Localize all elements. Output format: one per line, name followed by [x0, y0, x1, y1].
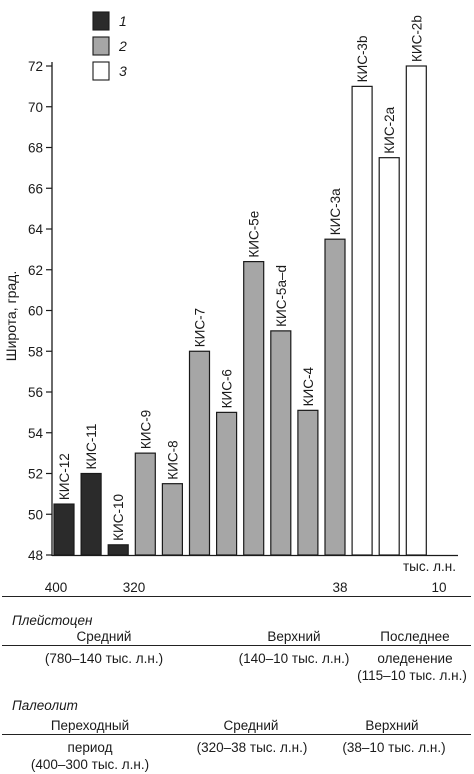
time-tick-10: 10: [425, 580, 453, 596]
pleistocene-middle-range: (780–140 тыс. л.н.): [44, 651, 164, 666]
bar-label-КИС-5a–d: КИС-5a–d: [274, 265, 289, 327]
y-tick-label-66: 66: [28, 181, 43, 196]
y-tick-label-60: 60: [28, 304, 43, 319]
paleolithic-middle-name: Средний: [214, 718, 288, 734]
pleistocene-upper-name: Верхний: [256, 629, 332, 645]
bar-КИС-8: [161, 483, 183, 556]
pleistocene-last-glacial-range: (115–10 тыс. л.н.): [357, 668, 467, 683]
pleistocene-title: Плейстоцен: [12, 613, 93, 628]
legend-swatch-1: [92, 11, 110, 31]
chart-legend: 1 2 3: [92, 11, 127, 81]
bar-КИС-3b: [351, 85, 373, 556]
bar-КИС-6: [216, 411, 238, 556]
paleolithic-transitional-name: Переходный: [44, 718, 136, 734]
time-axis-line: [2, 596, 471, 597]
bar-label-КИС-10: КИС-10: [111, 494, 126, 541]
paleolithic-transitional-range: (400–300 тыс. л.н.): [30, 757, 150, 772]
bar-КИС-2a: [378, 157, 400, 556]
bar-label-КИС-12: КИС-12: [57, 453, 72, 500]
bar-КИС-12: [53, 503, 75, 556]
y-axis-label: Широта, град.: [3, 271, 19, 361]
bar-label-КИС-6: КИС-6: [220, 369, 235, 408]
chart-bars: КИС-12 КИС-11 КИС-10 КИС-9 КИС-8 КИС-7 КИС-6 КИ…: [53, 15, 427, 556]
time-tick-38: 38: [326, 580, 354, 596]
paleolithic-middle-range: (320–38 тыс. л.н.): [196, 740, 308, 755]
paleolithic-line: [2, 734, 471, 735]
pleistocene-last-glacial-name2: оледенение: [377, 651, 453, 666]
bar-КИС-11: [80, 472, 102, 556]
legend-label-3: 3: [119, 63, 127, 79]
legend-swatch-3: [92, 61, 110, 81]
y-tick-label-64: 64: [28, 222, 44, 237]
y-tick-label-70: 70: [28, 100, 43, 115]
y-tick-label-52: 52: [28, 467, 43, 482]
bar-КИС-4: [297, 409, 319, 556]
bar-label-КИС-2a: КИС-2a: [382, 106, 397, 153]
y-tick-label-68: 68: [28, 141, 43, 156]
pleistocene-line: [2, 645, 471, 646]
bar-КИС-5a–d: [270, 330, 292, 556]
bar-label-КИС-5е: КИС-5е: [247, 211, 262, 258]
y-tick-label-50: 50: [28, 507, 43, 522]
bar-label-КИС-4: КИС-4: [301, 367, 316, 407]
bar-label-КИС-3b: КИС-3b: [355, 36, 370, 83]
bar-КИС-2b: [405, 65, 427, 556]
y-tick-label-72: 72: [28, 59, 43, 74]
pleistocene-middle-name: Средний: [66, 629, 142, 645]
bar-label-КИС-11: КИС-11: [84, 424, 99, 470]
legend-label-2: 2: [118, 38, 127, 54]
paleolithic-upper-range: (38–10 тыс. л.н.): [342, 740, 446, 755]
y-tick-label-56: 56: [28, 385, 43, 400]
y-tick-label-54: 54: [28, 426, 44, 441]
paleolithic-title: Палеолит: [12, 698, 78, 713]
bar-КИС-7: [188, 350, 211, 556]
y-tick-label-62: 62: [28, 263, 43, 278]
pleistocene-upper-range: (140–10 тыс. л.н.): [238, 651, 350, 666]
bar-label-КИС-8: КИС-8: [165, 440, 180, 479]
bar-label-КИС-3a: КИС-3a: [328, 188, 343, 235]
time-tick-320: 320: [114, 580, 154, 596]
bar-КИС-3a: [324, 238, 346, 556]
y-tick-label-58: 58: [28, 344, 43, 359]
bar-label-КИС-9: КИС-9: [138, 410, 153, 449]
x-axis-unit-label: тыс. л.н.: [403, 559, 456, 574]
legend-swatch-2: [92, 36, 110, 56]
bar-КИС-9: [134, 452, 156, 556]
bar-label-КИС-7: КИС-7: [193, 308, 208, 347]
paleolithic-transitional-name2: период: [67, 740, 113, 755]
bar-КИС-10: [107, 544, 129, 556]
pleistocene-last-glacial-name: Последнее: [375, 629, 455, 645]
time-tick-400: 400: [36, 580, 76, 596]
paleolithic-upper-name: Верхний: [358, 718, 426, 734]
bar-label-КИС-2b: КИС-2b: [409, 15, 424, 62]
legend-label-1: 1: [119, 13, 127, 29]
y-tick-label-48: 48: [28, 548, 43, 563]
chart-axes: 48 50 52 54 56 58 60 62 64 66 68 70 72: [28, 59, 458, 563]
bar-КИС-5е: [243, 261, 265, 556]
